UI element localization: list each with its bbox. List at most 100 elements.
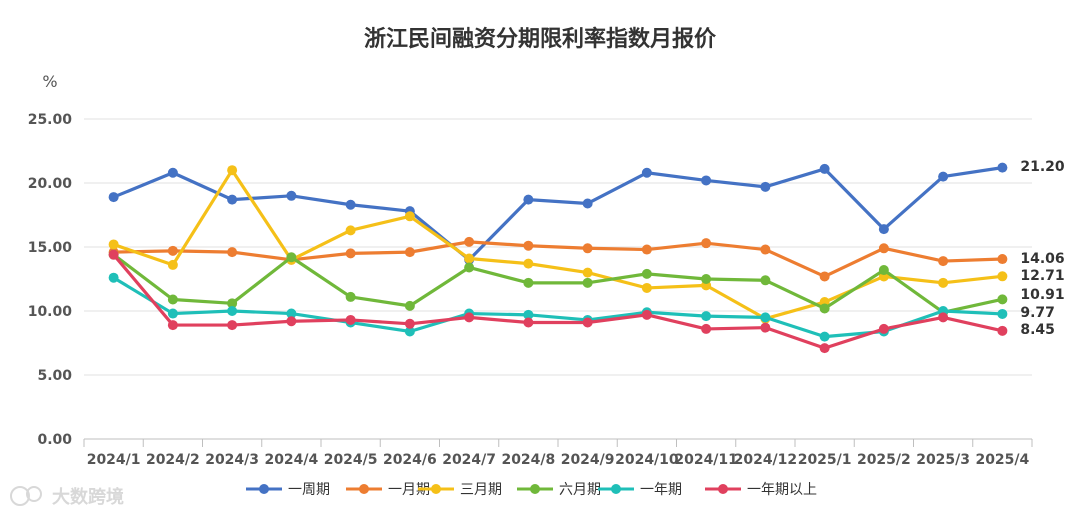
data-point <box>997 162 1008 173</box>
y-axis-ticks: 0.00 5.00 10.00 15.00 20.00 25.00 <box>28 112 73 448</box>
y-tick-label: 25.00 <box>28 112 73 128</box>
end-value-label: 12.71 <box>1020 268 1064 284</box>
data-point <box>641 309 652 320</box>
legend-label: 一年期 <box>640 482 682 498</box>
legend-item: 一年期 <box>598 482 682 498</box>
data-point <box>760 312 771 323</box>
data-point <box>701 175 712 186</box>
data-point <box>523 258 534 269</box>
series-line <box>112 253 1004 314</box>
data-point <box>227 194 238 205</box>
data-point <box>286 252 297 263</box>
legend-swatch-marker <box>259 484 269 494</box>
data-point <box>404 211 415 222</box>
data-point <box>938 277 949 288</box>
series-line <box>112 253 1004 350</box>
data-point <box>641 282 652 293</box>
end-value-label: 9.77 <box>1020 305 1055 321</box>
series-5 <box>108 272 1008 342</box>
series-3 <box>108 165 1008 324</box>
data-point <box>345 314 356 325</box>
data-point <box>878 243 889 254</box>
legend-item: 三月期 <box>418 482 502 498</box>
series-line <box>112 166 1004 262</box>
data-point <box>227 320 238 331</box>
data-point <box>108 239 119 250</box>
data-point <box>701 238 712 249</box>
y-axis-unit: % <box>42 72 57 91</box>
data-point <box>641 244 652 255</box>
data-point <box>997 294 1008 305</box>
data-point <box>582 267 593 278</box>
series-lines <box>108 162 1008 354</box>
data-point <box>523 277 534 288</box>
data-point <box>523 240 534 251</box>
data-point <box>760 322 771 333</box>
data-point <box>167 167 178 178</box>
data-point <box>404 247 415 258</box>
legend-label: 六月期 <box>559 482 601 498</box>
x-tick-label: 2024/4 <box>264 452 318 468</box>
x-tick-label: 2024/5 <box>324 452 378 468</box>
data-point <box>227 306 238 316</box>
data-point <box>345 291 356 302</box>
data-point <box>108 272 119 283</box>
data-point <box>641 167 652 178</box>
data-point <box>227 247 238 258</box>
x-axis-ticks: 2024/1 2024/2 2024/3 2024/4 2024/5 2024/6 2024… <box>83 439 1033 468</box>
data-point <box>167 259 178 270</box>
data-point <box>701 274 712 284</box>
data-point <box>582 317 593 328</box>
x-tick-label: 2025/4 <box>975 452 1029 468</box>
x-tick-label: 2024/10 <box>615 452 679 468</box>
x-tick-label: 2024/3 <box>205 452 259 468</box>
data-point <box>938 256 949 267</box>
data-point <box>878 323 889 334</box>
legend-item: 六月期 <box>517 482 601 498</box>
watermark: 大数跨境 <box>10 486 124 508</box>
series-4 <box>108 249 1008 318</box>
data-point <box>641 268 652 279</box>
legend-swatch-marker <box>530 484 540 494</box>
data-point <box>108 249 119 260</box>
x-tick-label: 2024/2 <box>146 452 200 468</box>
data-point <box>997 254 1008 265</box>
data-point <box>464 262 475 273</box>
y-tick-label: 20.00 <box>28 176 73 192</box>
end-value-label: 8.45 <box>1020 322 1055 338</box>
data-point <box>464 312 475 323</box>
legend-swatch-marker <box>611 484 621 494</box>
data-point <box>878 224 889 235</box>
data-point <box>227 165 238 176</box>
data-point <box>404 326 415 337</box>
end-value-label: 10.91 <box>1020 287 1064 303</box>
chart-title: 浙江民间融资分期限利率指数月报价 <box>364 26 717 52</box>
data-point <box>345 225 356 236</box>
data-point <box>167 320 178 331</box>
data-point <box>464 253 475 264</box>
legend-item: 一月期 <box>346 482 430 498</box>
y-tick-label: 5.00 <box>37 368 72 384</box>
data-point <box>345 199 356 210</box>
y-tick-label: 15.00 <box>28 240 73 256</box>
series-line <box>112 168 1004 321</box>
data-point <box>404 318 415 329</box>
data-point <box>286 190 297 201</box>
x-tick-label: 2024/7 <box>442 452 496 468</box>
x-tick-label: 2024/6 <box>383 452 437 468</box>
data-point <box>819 331 830 342</box>
legend-swatch-marker <box>718 484 728 494</box>
y-tick-label: 0.00 <box>37 432 72 448</box>
legend-swatch-marker <box>359 484 369 494</box>
data-point <box>108 192 119 203</box>
data-point <box>819 163 830 174</box>
data-point <box>760 275 771 286</box>
data-point <box>878 265 889 276</box>
data-point <box>286 308 297 319</box>
x-tick-label: 2024/1 <box>87 452 141 468</box>
legend-item: 一周期 <box>246 482 330 498</box>
data-point <box>582 198 593 209</box>
data-point <box>167 294 178 305</box>
data-point <box>582 243 593 254</box>
